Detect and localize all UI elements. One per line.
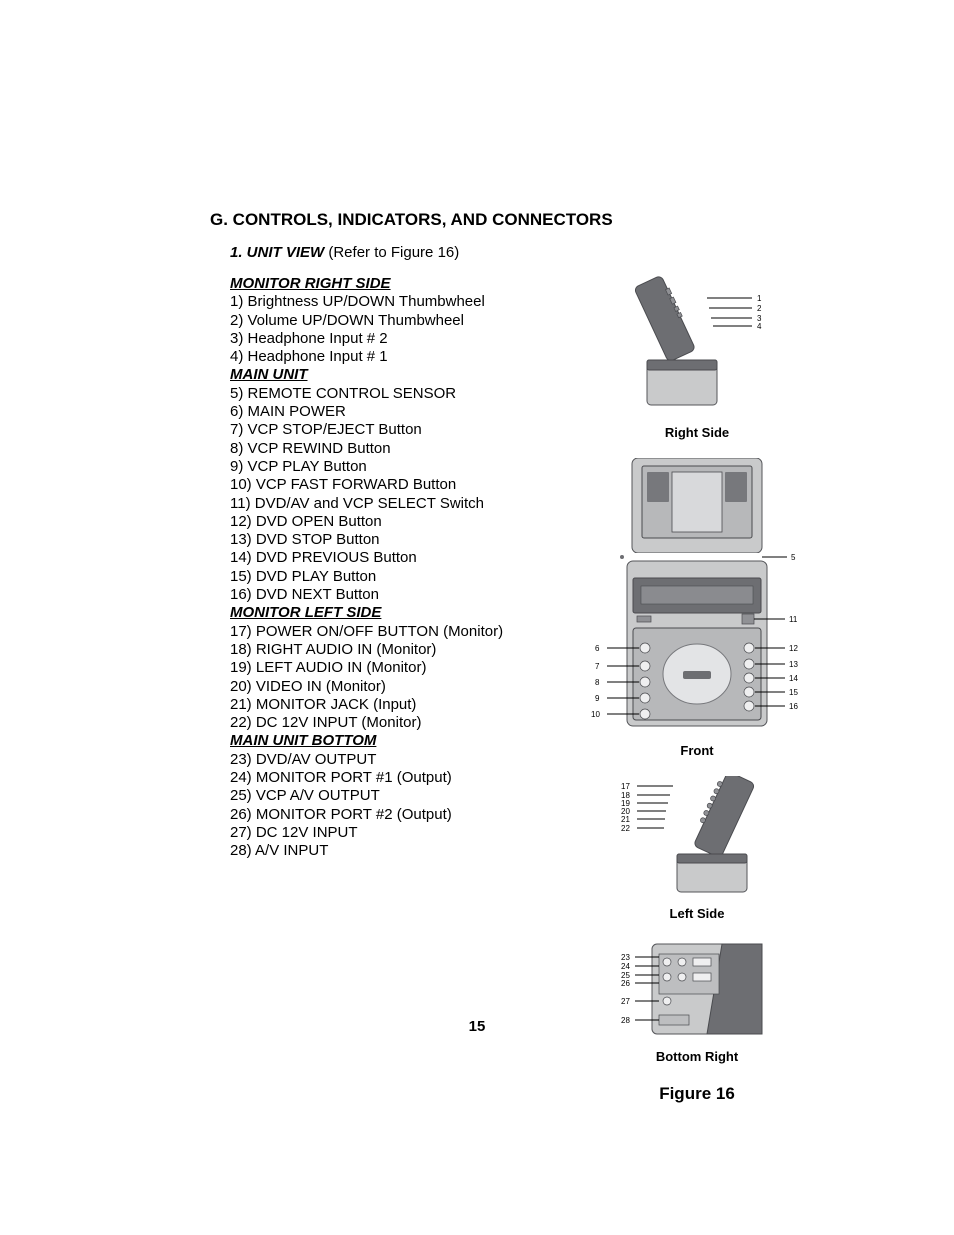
callout-label: 15 [789, 688, 798, 697]
list-item: 27) DC 12V INPUT [230, 824, 550, 842]
group-head-1: MAIN UNIT [230, 366, 550, 384]
list-item: 13) DVD STOP Button [230, 531, 550, 549]
list-item: 20) VIDEO IN (Monitor) [230, 678, 550, 696]
callout-label: 27 [621, 997, 630, 1006]
right-side-diagram: 1 2 3 4 [607, 275, 787, 415]
list-item: 6) MAIN POWER [230, 403, 550, 421]
caption-front: Front [680, 743, 713, 758]
list-item: 10) VCP FAST FORWARD Button [230, 476, 550, 494]
list-item: 14) DVD PREVIOUS Button [230, 549, 550, 567]
list-item: 21) MONITOR JACK (Input) [230, 696, 550, 714]
callout-label: 22 [621, 824, 630, 833]
unit-view-line: 1. UNIT VIEW (Refer to Figure 16) [230, 244, 844, 261]
callout-label: 5 [791, 553, 796, 562]
group-head-2: MONITOR LEFT SIDE [230, 604, 550, 622]
list-item: 12) DVD OPEN Button [230, 513, 550, 531]
callout-label: 12 [789, 644, 798, 653]
list-item: 1) Brightness UP/DOWN Thumbwheel [230, 293, 550, 311]
list-item: 24) MONITOR PORT #1 (Output) [230, 769, 550, 787]
figure-column: 1 2 3 4 Right Side [550, 275, 844, 1104]
list-item: 9) VCP PLAY Button [230, 458, 550, 476]
group-head-3: MAIN UNIT BOTTOM [230, 732, 550, 750]
callout-label: 17 [621, 782, 630, 791]
body-row: MONITOR RIGHT SIDE 1) Brightness UP/DOWN… [210, 275, 844, 1104]
callout-label: 23 [621, 953, 630, 962]
list-item: 16) DVD NEXT Button [230, 586, 550, 604]
caption-right: Right Side [665, 425, 729, 440]
callout-label: 13 [789, 660, 798, 669]
list-item: 15) DVD PLAY Button [230, 568, 550, 586]
list-item: 11) DVD/AV and VCP SELECT Switch [230, 495, 550, 513]
callout-label: 2 [757, 304, 762, 313]
left-side-diagram: 17 18 19 20 21 22 [607, 776, 787, 896]
list-item: 5) REMOTE CONTROL SENSOR [230, 385, 550, 403]
list-item: 3) Headphone Input # 2 [230, 330, 550, 348]
figure-title: Figure 16 [659, 1084, 735, 1104]
text-column: MONITOR RIGHT SIDE 1) Brightness UP/DOWN… [230, 275, 550, 861]
page-number: 15 [0, 1018, 954, 1035]
callout-label: 6 [595, 644, 600, 653]
list-item: 2) Volume UP/DOWN Thumbwheel [230, 312, 550, 330]
callout-label: 7 [595, 662, 600, 671]
callout-label: 8 [595, 678, 600, 687]
callout-label: 4 [757, 322, 762, 331]
callout-label: 14 [789, 674, 798, 683]
callout-label: 26 [621, 979, 630, 988]
manual-page: G. CONTROLS, INDICATORS, AND CONNECTORS … [0, 0, 954, 1235]
group-head-0: MONITOR RIGHT SIDE [230, 275, 550, 293]
callout-label: 24 [621, 962, 630, 971]
caption-bottom: Bottom Right [656, 1049, 738, 1064]
list-item: 26) MONITOR PORT #2 (Output) [230, 806, 550, 824]
callout-label: 9 [595, 694, 600, 703]
list-item: 17) POWER ON/OFF BUTTON (Monitor) [230, 623, 550, 641]
list-item: 19) LEFT AUDIO IN (Monitor) [230, 659, 550, 677]
callout-label: 21 [621, 815, 630, 824]
callout-label: 1 [757, 294, 762, 303]
callout-label: 11 [789, 615, 798, 624]
list-item: 22) DC 12V INPUT (Monitor) [230, 714, 550, 732]
caption-left: Left Side [670, 906, 725, 921]
section-title: G. CONTROLS, INDICATORS, AND CONNECTORS [210, 210, 844, 230]
unit-view-label: 1. UNIT VIEW [230, 244, 324, 261]
callout-label: 16 [789, 702, 798, 711]
list-item: 7) VCP STOP/EJECT Button [230, 421, 550, 439]
list-item: 23) DVD/AV OUTPUT [230, 751, 550, 769]
list-item: 4) Headphone Input # 1 [230, 348, 550, 366]
list-item: 28) A/V INPUT [230, 842, 550, 860]
unit-view-ref: (Refer to Figure 16) [328, 244, 459, 261]
list-item: 18) RIGHT AUDIO IN (Monitor) [230, 641, 550, 659]
callout-label: 10 [591, 710, 600, 719]
list-item: 8) VCP REWIND Button [230, 440, 550, 458]
front-diagram: 5 11 6 7 8 9 10 12 13 14 15 16 [587, 458, 807, 733]
list-item: 25) VCP A/V OUTPUT [230, 787, 550, 805]
